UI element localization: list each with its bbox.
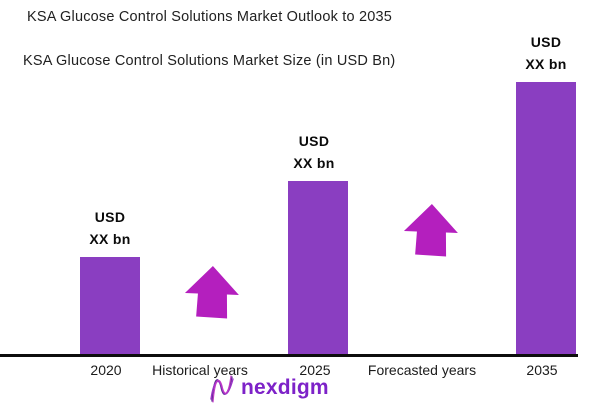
nexdigm-wordmark: nexdigm: [241, 376, 329, 399]
period-label-historical: Historical years: [152, 362, 248, 378]
bar-2035: [516, 82, 576, 356]
chart-subtitle: KSA Glucose Control Solutions Market Siz…: [23, 53, 396, 69]
x-axis-label-2025: 2025: [299, 362, 331, 378]
nexdigm-logo: nexdigm: [210, 373, 329, 403]
x-axis-label-2020: 2020: [90, 362, 122, 378]
value-line-amount: XX bn: [89, 231, 131, 247]
bar-value-label-2035: USD XX bn: [496, 31, 596, 75]
growth-arrow-icon: [183, 264, 241, 320]
period-label-forecasted: Forecasted years: [367, 362, 477, 378]
value-line-currency: USD: [94, 209, 126, 225]
nexdigm-wave-n-icon: [210, 373, 234, 403]
x-axis-label-2035: 2035: [526, 362, 558, 378]
bar-value-label-2025: USD XX bn: [264, 130, 364, 174]
x-axis-line: [0, 354, 578, 357]
bar-2025: [288, 181, 348, 356]
bar-2020: [80, 257, 140, 356]
value-line-amount: XX bn: [525, 56, 567, 72]
bar-value-label-2020: USD XX bn: [60, 206, 160, 250]
value-line-amount: XX bn: [293, 155, 335, 171]
value-line-currency: USD: [530, 34, 562, 50]
chart-title: KSA Glucose Control Solutions Market Out…: [27, 9, 393, 25]
growth-arrow-icon: [402, 202, 460, 258]
value-line-currency: USD: [298, 133, 330, 149]
